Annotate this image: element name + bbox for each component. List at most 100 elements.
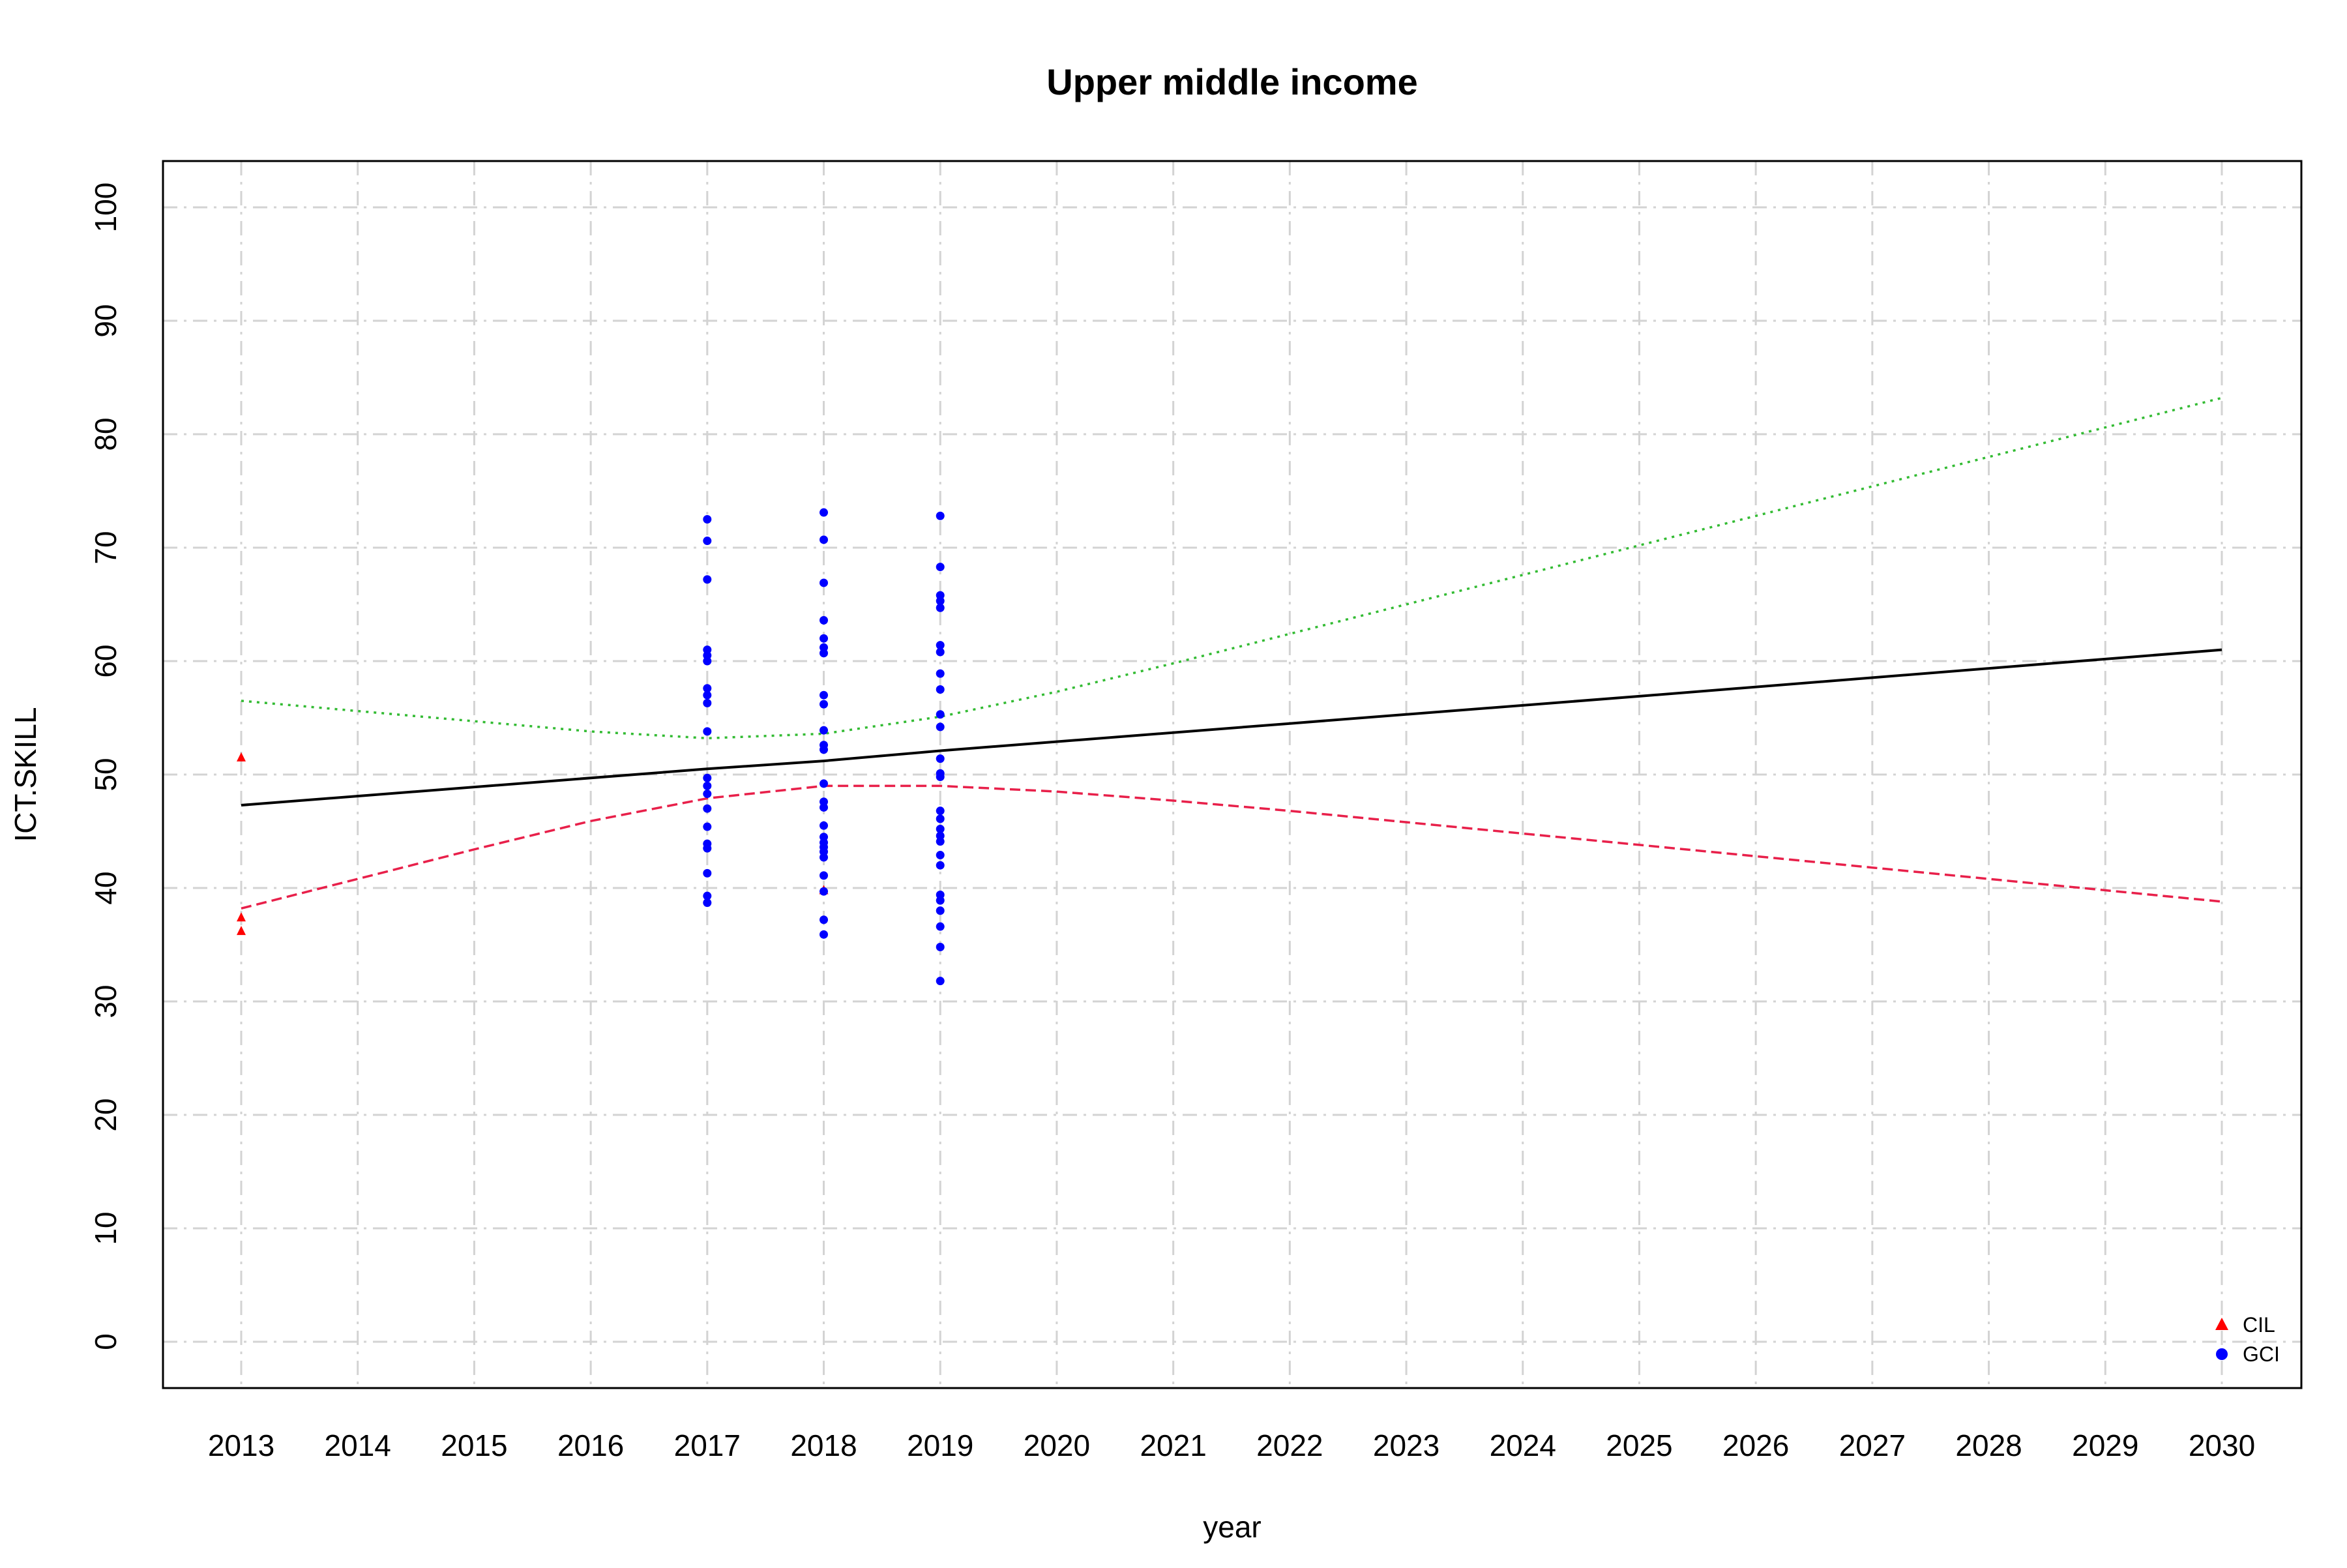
point-gci bbox=[819, 930, 829, 939]
series-line-dashed bbox=[241, 784, 2222, 910]
point-gci bbox=[936, 647, 945, 657]
point-gci bbox=[703, 698, 712, 707]
x-tick-label: 2024 bbox=[1490, 1428, 1556, 1462]
point-gci bbox=[703, 575, 712, 584]
point-gci bbox=[936, 669, 945, 678]
point-gci bbox=[703, 844, 712, 853]
legend-label-cil: CIL bbox=[2243, 1313, 2275, 1337]
point-gci bbox=[703, 868, 712, 878]
point-gci bbox=[936, 710, 945, 719]
point-gci bbox=[936, 754, 945, 763]
point-gci bbox=[703, 515, 712, 524]
point-gci bbox=[936, 641, 945, 650]
x-tick-label: 2015 bbox=[441, 1428, 507, 1462]
point-gci bbox=[819, 915, 829, 925]
x-tick-label: 2018 bbox=[790, 1428, 857, 1462]
x-tick-label: 2027 bbox=[1839, 1428, 1906, 1462]
x-axis: 2013 2014 2015 2016 2017 2018 2019 2020 2021 2022… bbox=[208, 1428, 2255, 1462]
x-tick-label: 2023 bbox=[1373, 1428, 1439, 1462]
point-gci bbox=[819, 726, 829, 735]
point-gci bbox=[936, 896, 945, 905]
x-tick-label: 2022 bbox=[1256, 1428, 1323, 1462]
point-gci bbox=[936, 861, 945, 870]
point-gci bbox=[936, 814, 945, 823]
point-gci bbox=[819, 535, 829, 544]
point-gci bbox=[703, 773, 712, 782]
plot-frame bbox=[162, 160, 2303, 1389]
point-gci bbox=[819, 803, 829, 812]
point-gci bbox=[936, 837, 945, 846]
y-axis-label: ICT.SKILL bbox=[8, 707, 42, 842]
point-gci bbox=[819, 871, 829, 880]
point-gci bbox=[819, 634, 829, 643]
legend-label-gci: GCI bbox=[2243, 1342, 2280, 1366]
y-tick-label: 0 bbox=[89, 1333, 123, 1350]
point-gci bbox=[936, 825, 945, 834]
series-line-dotted bbox=[241, 396, 2222, 740]
x-tick-label: 2028 bbox=[1955, 1428, 2022, 1462]
point-gci bbox=[819, 578, 829, 587]
point-gci bbox=[936, 722, 945, 732]
point-gci bbox=[936, 922, 945, 931]
x-tick-label: 2016 bbox=[557, 1428, 624, 1462]
point-gci bbox=[936, 511, 945, 520]
point-gci bbox=[703, 822, 712, 831]
x-tick-label: 2013 bbox=[208, 1428, 274, 1462]
legend-marker-cil bbox=[2215, 1318, 2228, 1330]
y-tick-label: 80 bbox=[89, 417, 123, 451]
point-gci bbox=[703, 727, 712, 736]
point-gci bbox=[819, 649, 829, 658]
series-line-solid bbox=[241, 648, 2222, 806]
y-tick-label: 40 bbox=[89, 871, 123, 904]
x-tick-label: 2026 bbox=[1722, 1428, 1789, 1462]
legend-marker-gci bbox=[2216, 1348, 2228, 1360]
point-gci bbox=[936, 806, 945, 816]
point-gci bbox=[936, 685, 945, 694]
point-gci bbox=[936, 851, 945, 860]
y-axis: 0 10 20 30 40 50 60 70 80 90 100 bbox=[89, 183, 123, 1350]
point-gci bbox=[936, 906, 945, 915]
point-gci bbox=[936, 942, 945, 951]
point-gci bbox=[819, 853, 829, 862]
point-gci bbox=[819, 821, 829, 830]
y-tick-label: 70 bbox=[89, 531, 123, 564]
point-gci bbox=[703, 804, 712, 813]
x-tick-label: 2029 bbox=[2072, 1428, 2138, 1462]
y-tick-label: 60 bbox=[89, 644, 123, 677]
point-gci bbox=[936, 603, 945, 612]
point-gci bbox=[703, 891, 712, 900]
point-gci bbox=[819, 615, 829, 625]
y-tick-label: 50 bbox=[89, 758, 123, 791]
point-gci bbox=[819, 745, 829, 754]
point-gci bbox=[703, 684, 712, 693]
y-tick-label: 30 bbox=[89, 984, 123, 1018]
point-gci bbox=[703, 657, 712, 666]
point-gci bbox=[703, 790, 712, 799]
y-tick-label: 90 bbox=[89, 304, 123, 337]
point-cil bbox=[237, 912, 246, 922]
point-cil bbox=[237, 752, 246, 762]
x-tick-label: 2030 bbox=[2189, 1428, 2255, 1462]
point-gci bbox=[936, 597, 945, 606]
y-tick-label: 20 bbox=[89, 1098, 123, 1131]
point-gci bbox=[703, 537, 712, 546]
x-tick-label: 2017 bbox=[674, 1428, 741, 1462]
point-gci bbox=[936, 772, 945, 781]
point-gci bbox=[703, 690, 712, 700]
point-gci bbox=[703, 781, 712, 790]
x-tick-label: 2025 bbox=[1606, 1428, 1672, 1462]
y-tick-label: 10 bbox=[89, 1211, 123, 1245]
x-tick-label: 2014 bbox=[325, 1428, 391, 1462]
point-gci bbox=[819, 700, 829, 709]
point-gci bbox=[936, 977, 945, 986]
point-gci bbox=[703, 898, 712, 908]
x-axis-label: year bbox=[1203, 1510, 1261, 1544]
y-tick-label: 100 bbox=[89, 183, 123, 233]
point-gci bbox=[819, 508, 829, 517]
grid bbox=[163, 161, 2301, 1388]
x-tick-label: 2021 bbox=[1140, 1428, 1206, 1462]
point-gci bbox=[819, 690, 829, 700]
point-cil bbox=[237, 926, 246, 936]
